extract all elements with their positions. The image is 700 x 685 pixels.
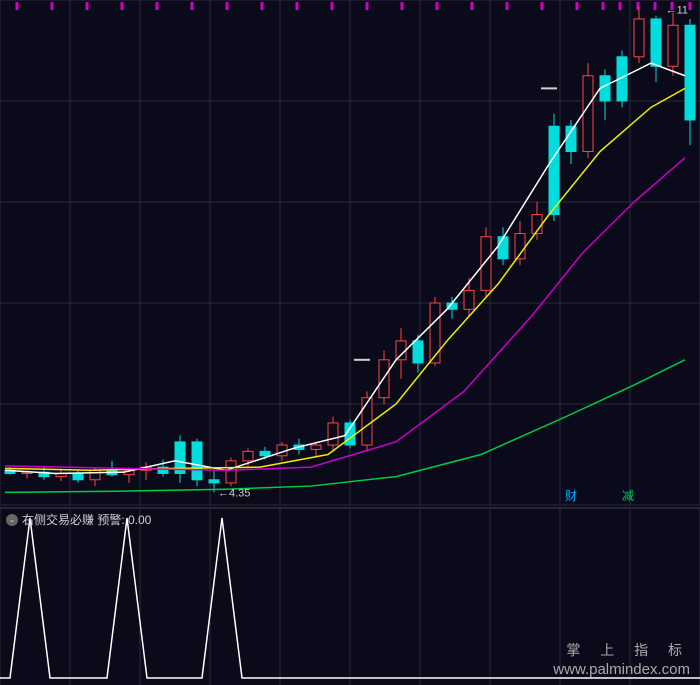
candle-body bbox=[362, 398, 372, 445]
price-annotation: ←11 bbox=[666, 4, 688, 16]
candle-body bbox=[634, 19, 644, 57]
candle-body bbox=[311, 445, 321, 449]
candle-body bbox=[260, 451, 270, 455]
candle-body bbox=[685, 25, 695, 120]
indicator-header: ⌄ 右侧交易必赚 预警: 0.00 bbox=[6, 511, 151, 528]
watermark-url: www.palmindex.com bbox=[553, 660, 690, 680]
candle-body bbox=[226, 461, 236, 483]
candle-body bbox=[498, 237, 508, 259]
candle-body bbox=[192, 442, 202, 480]
candle-body bbox=[481, 237, 491, 291]
candle-body bbox=[566, 126, 576, 151]
watermark-line1: 掌 上 指 标 bbox=[553, 641, 690, 659]
candle-body bbox=[413, 341, 423, 363]
chart-container: ←4.35 ←11 财 减 ⌄ 右侧交易必赚 预警: 0.00 掌 上 指 标 www… bbox=[0, 0, 700, 685]
price-annotation: ←4.35 bbox=[218, 487, 250, 499]
candle-body bbox=[464, 290, 474, 309]
watermark: 掌 上 指 标 www.palmindex.com bbox=[553, 641, 690, 679]
bottom-tag: 减 bbox=[622, 489, 634, 503]
candle-body bbox=[430, 303, 440, 363]
bottom-tag: 财 bbox=[565, 489, 577, 503]
candle-body bbox=[73, 473, 83, 479]
candle-body bbox=[328, 423, 338, 445]
candle-body bbox=[549, 126, 559, 214]
candle-body bbox=[583, 76, 593, 152]
candle-body bbox=[668, 25, 678, 66]
indicator-title: 右侧交易必赚 预警: 0.00 bbox=[22, 511, 151, 528]
candle-body bbox=[651, 19, 661, 66]
candle-body bbox=[209, 480, 219, 483]
candle-body bbox=[243, 451, 253, 460]
chevron-down-icon[interactable]: ⌄ bbox=[6, 514, 18, 526]
chart-svg[interactable]: ←4.35 ←11 财 减 bbox=[0, 0, 700, 685]
candle-body bbox=[90, 470, 100, 479]
